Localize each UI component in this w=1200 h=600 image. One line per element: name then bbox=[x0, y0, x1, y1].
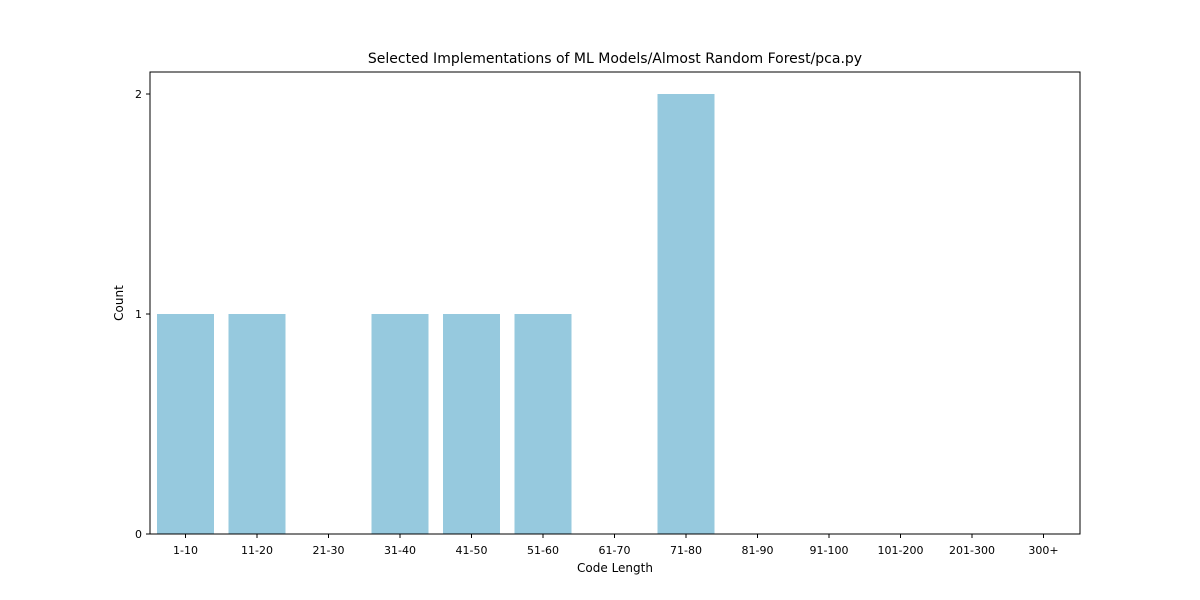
bar-1-10 bbox=[157, 314, 214, 534]
x-tick-label: 101-200 bbox=[878, 544, 924, 557]
y-axis-label: Count bbox=[112, 285, 126, 321]
x-tick-label: 11-20 bbox=[241, 544, 273, 557]
y-tick-label: 2 bbox=[135, 88, 142, 101]
x-tick-label: 31-40 bbox=[384, 544, 416, 557]
x-tick-label: 21-30 bbox=[313, 544, 345, 557]
y-tick-label: 1 bbox=[135, 308, 142, 321]
x-tick-label: 61-70 bbox=[599, 544, 631, 557]
y-tick-label: 0 bbox=[135, 528, 142, 541]
chart-title: Selected Implementations of ML Models/Al… bbox=[368, 51, 862, 67]
x-tick-label: 201-300 bbox=[949, 544, 995, 557]
x-tick-label: 1-10 bbox=[173, 544, 198, 557]
x-tick-label: 81-90 bbox=[742, 544, 774, 557]
x-tick-label: 51-60 bbox=[527, 544, 559, 557]
bar-31-40 bbox=[372, 314, 429, 534]
bar-71-80 bbox=[658, 94, 715, 534]
bar-11-20 bbox=[229, 314, 286, 534]
bar-51-60 bbox=[515, 314, 572, 534]
x-tick-label: 41-50 bbox=[456, 544, 488, 557]
x-axis-label: Code Length bbox=[577, 561, 653, 575]
x-tick-label: 300+ bbox=[1028, 544, 1058, 557]
x-tick-label: 91-100 bbox=[810, 544, 849, 557]
x-tick-label: 71-80 bbox=[670, 544, 702, 557]
bar-41-50 bbox=[443, 314, 500, 534]
